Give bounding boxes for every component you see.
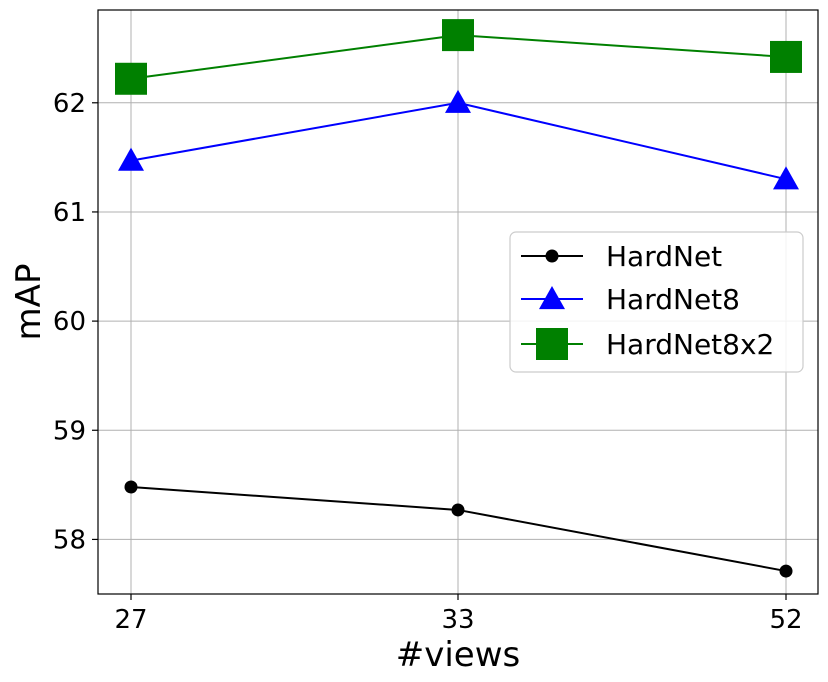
data-point [118,147,144,171]
series-hardnet8x2 [115,19,802,95]
y-tick-label: 59 [53,416,86,446]
legend-label: HardNet8 [606,283,740,316]
y-tick-label: 58 [53,525,86,555]
series-layer [115,19,802,578]
data-point [124,480,138,494]
x-tick-label: 52 [769,605,802,635]
series-hardnet [124,480,793,578]
data-point [779,564,793,578]
data-point [445,89,471,113]
x-tick-label: 33 [441,605,474,635]
legend-entry: HardNet [521,240,722,273]
legend-box [509,231,804,373]
legend-label: HardNet8x2 [606,328,774,361]
x-axis-label: #views [396,635,521,675]
legend-marker [536,328,568,360]
y-axis-label: mAP [9,264,49,341]
legend-marker [545,249,559,263]
y-tick-label: 62 [53,89,86,119]
data-point [442,19,474,52]
x-axis-ticks: 27 33 52 [114,594,803,635]
y-tick-label: 60 [53,307,86,337]
y-axis-ticks: 58 59 60 61 62 [53,89,98,555]
data-point [770,40,802,73]
legend-marker [539,286,565,310]
x-tick-label: 27 [114,605,147,635]
legend-entry: HardNet8 [521,283,740,316]
legend-entry: HardNet8x2 [521,328,774,361]
data-point [115,62,147,95]
legend: HardNet HardNet8 HardNet8x2 [509,231,804,373]
data-point [773,166,799,190]
legend-label: HardNet [606,240,722,273]
data-point [451,503,465,517]
y-tick-label: 61 [53,198,86,228]
series-hardnet8 [118,89,799,190]
